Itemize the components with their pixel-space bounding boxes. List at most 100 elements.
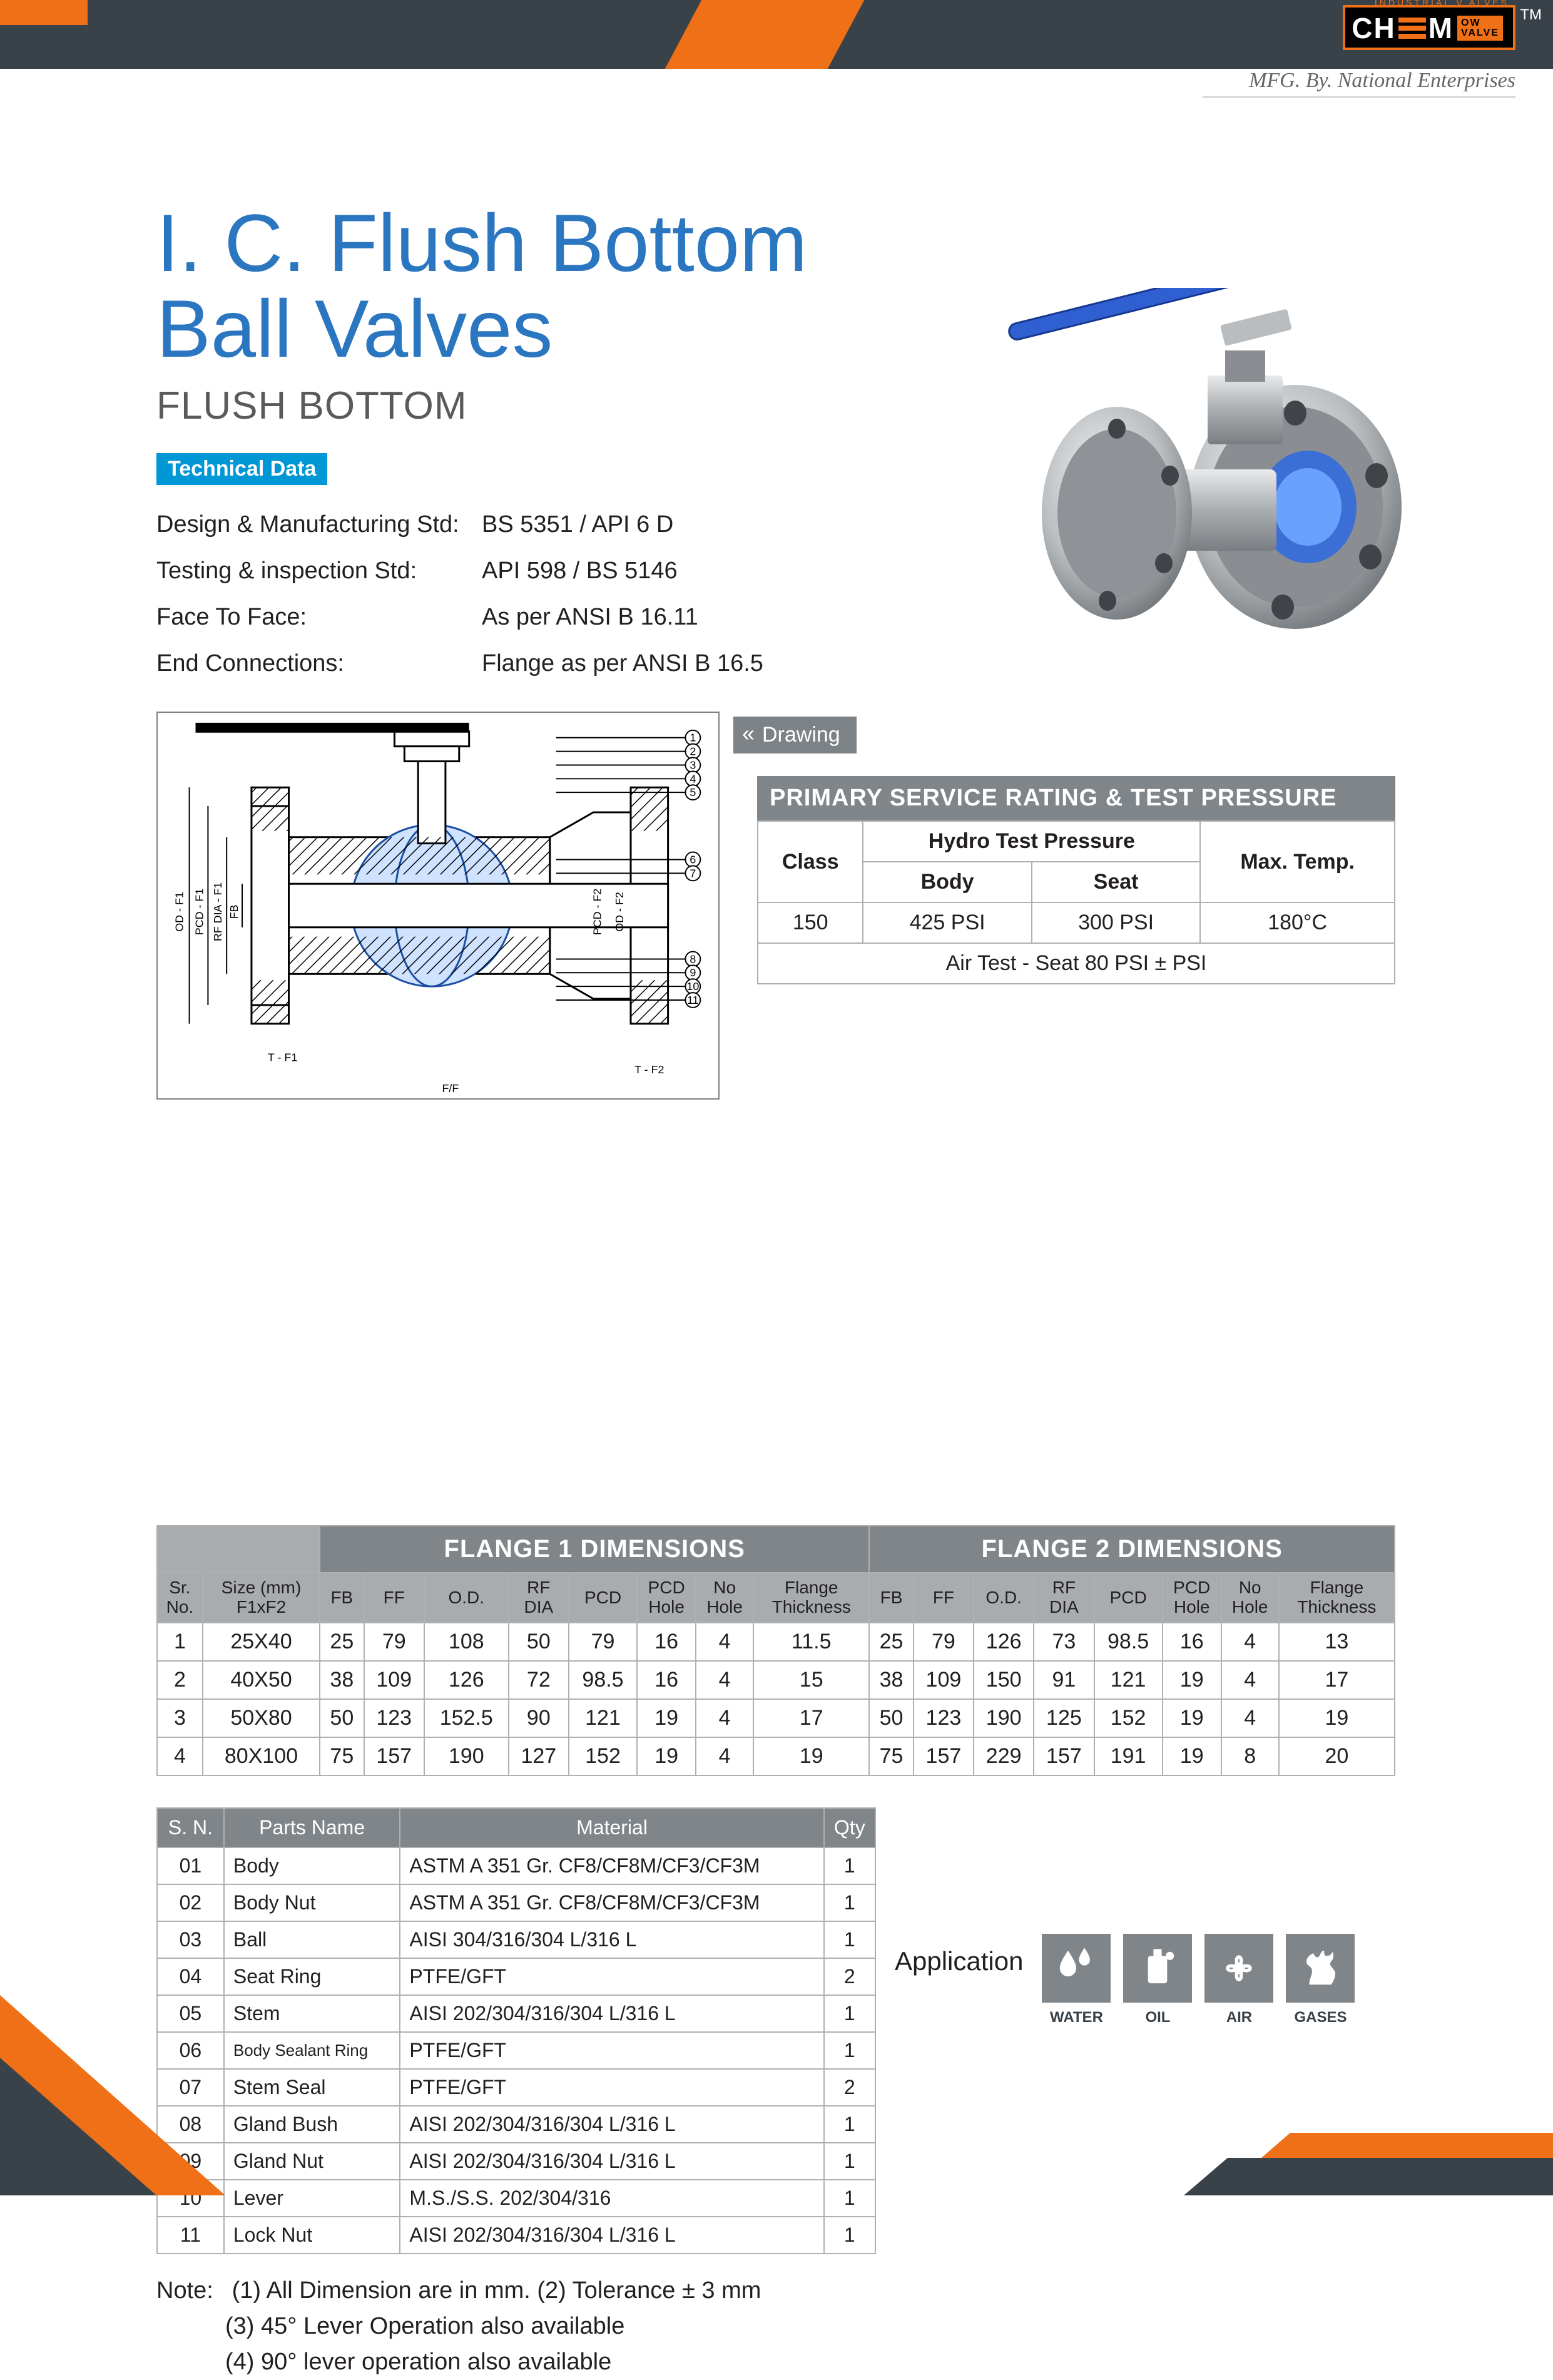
- svg-text:OD - F2: OD - F2: [613, 892, 626, 932]
- svg-text:PCD - F1: PCD - F1: [193, 889, 205, 936]
- notes-label: Note:: [156, 2273, 225, 2309]
- parts-cell: 1: [824, 2032, 875, 2069]
- dims-col: FF: [364, 1573, 424, 1623]
- app-icon-box: [1204, 1934, 1273, 2003]
- dims-cell: 152.5: [424, 1699, 509, 1737]
- footer-stripe-gray: [1228, 2158, 1553, 2195]
- dims-col: FB: [320, 1573, 364, 1623]
- parts-cell: 1: [824, 2180, 875, 2217]
- parts-cell: Body Nut: [224, 1884, 400, 1921]
- dims-cell: 4: [1221, 1623, 1279, 1661]
- parts-cell: 1: [824, 1884, 875, 1921]
- dims-cell: 75: [320, 1737, 364, 1775]
- dims-cell: 125: [1034, 1699, 1094, 1737]
- tech-key: End Connections:: [156, 640, 482, 687]
- dims-col: NoHole: [696, 1573, 753, 1623]
- svg-text:RF DIA - F1: RF DIA - F1: [211, 882, 224, 941]
- water-icon: WATER: [1042, 1934, 1111, 2026]
- notes-line: (4) 90° lever operation also available: [156, 2344, 1395, 2380]
- tech-value: API 598 / BS 5146: [482, 548, 678, 594]
- dims-col: FlangeThickness: [753, 1573, 869, 1623]
- svg-text:3: 3: [690, 759, 696, 772]
- dims-cell: 1: [157, 1623, 203, 1661]
- oil-icon: OIL: [1123, 1934, 1192, 2026]
- dims-col: FlangeThickness: [1279, 1573, 1395, 1623]
- dims-cell: 108: [424, 1623, 509, 1661]
- dims-cell: 123: [364, 1699, 424, 1737]
- svg-text:10: 10: [686, 980, 699, 993]
- dims-cell: 121: [1094, 1661, 1163, 1699]
- dims-cell: 150: [974, 1661, 1034, 1699]
- dims-cell: 4: [1221, 1699, 1279, 1737]
- tech-value: BS 5351 / API 6 D: [482, 501, 673, 548]
- dims-cell: 191: [1094, 1737, 1163, 1775]
- parts-col: Parts Name: [224, 1808, 400, 1847]
- svg-text:F/F: F/F: [442, 1082, 459, 1095]
- brand-mfg-line: MFG. By. National Enterprises: [1203, 69, 1515, 98]
- app-icon-label: WATER: [1042, 2009, 1111, 2026]
- cell-class: 150: [758, 902, 863, 943]
- parts-cell: Body Sealant Ring: [224, 2032, 400, 2069]
- dims-cell: 50X80: [203, 1699, 320, 1737]
- dims-col: O.D.: [974, 1573, 1034, 1623]
- header-accent-slash: [665, 0, 864, 69]
- trademark: TM: [1520, 6, 1542, 24]
- header-bar: INDUSTRIAL V ALVES CH M OW VALVE TM: [0, 0, 1553, 69]
- parts-cell: 1: [824, 1921, 875, 1958]
- cell-body: 425 PSI: [863, 902, 1031, 943]
- dims-cell: 16: [637, 1661, 696, 1699]
- parts-cell: 2: [824, 2069, 875, 2106]
- dims-col: O.D.: [424, 1573, 509, 1623]
- dims-cell: 19: [1163, 1699, 1221, 1737]
- cell-seat: 300 PSI: [1032, 902, 1200, 943]
- parts-col: Qty: [824, 1808, 875, 1847]
- dims-cell: 8: [1221, 1737, 1279, 1775]
- dims-col: NoHole: [1221, 1573, 1279, 1623]
- svg-text:FB: FB: [228, 905, 240, 919]
- col-body: Body: [863, 862, 1031, 902]
- parts-cell: AISI 202/304/316/304 L/316 L: [400, 2143, 823, 2180]
- parts-cell: 04: [157, 1958, 224, 1995]
- dims-col: Size (mm)F1xF2: [203, 1573, 320, 1623]
- parts-cell: ASTM A 351 Gr. CF8/CF8M/CF3/CF3M: [400, 1847, 823, 1884]
- dims-cell: 91: [1034, 1661, 1094, 1699]
- parts-cell: 01: [157, 1847, 224, 1884]
- dims-cell: 16: [1163, 1623, 1221, 1661]
- dims-cell: 127: [509, 1737, 569, 1775]
- service-rating-block: PRIMARY SERVICE RATING & TEST PRESSURE C…: [757, 776, 1395, 984]
- dims-cell: 80X100: [203, 1737, 320, 1775]
- dims-col: RFDIA: [509, 1573, 569, 1623]
- footer-accent-gray: [0, 2058, 156, 2195]
- svg-text:T - F2: T - F2: [634, 1064, 664, 1076]
- logo-bars-icon: [1398, 14, 1426, 42]
- svg-text:OD - F1: OD - F1: [173, 892, 186, 932]
- tech-key: Design & Manufacturing Std:: [156, 501, 482, 548]
- parts-cell: 1: [824, 2143, 875, 2180]
- app-icon-box: [1286, 1934, 1355, 2003]
- parts-table: S. N.Parts NameMaterialQty 01BodyASTM A …: [156, 1807, 876, 2254]
- dims-cell: 50: [869, 1699, 914, 1737]
- brand-logo: CH M OW VALVE: [1343, 5, 1515, 50]
- dims-cell: 15: [753, 1661, 869, 1699]
- air-icon: AIR: [1204, 1934, 1273, 2026]
- dims-cell: 2: [157, 1661, 203, 1699]
- dims-cell: 79: [364, 1623, 424, 1661]
- svg-text:8: 8: [690, 953, 696, 966]
- svg-text:4: 4: [690, 773, 696, 785]
- app-icon-box: [1042, 1934, 1111, 2003]
- header-accent-left: [0, 0, 88, 25]
- parts-cell: 03: [157, 1921, 224, 1958]
- dims-cell: 4: [696, 1623, 753, 1661]
- dims-cell: 79: [914, 1623, 974, 1661]
- parts-cell: AISI 202/304/316/304 L/316 L: [400, 2106, 823, 2143]
- dims-col: PCDHole: [637, 1573, 696, 1623]
- svg-text:7: 7: [690, 867, 696, 880]
- parts-cell: Stem Seal: [224, 2069, 400, 2106]
- dims-cell: 72: [509, 1661, 569, 1699]
- app-icon-label: GASES: [1286, 2009, 1355, 2026]
- parts-cell: 02: [157, 1884, 224, 1921]
- dims-cell: 3: [157, 1699, 203, 1737]
- dims-col: Sr.No.: [157, 1573, 203, 1623]
- service-rating-table: Class Hydro Test Pressure Max. Temp. Bod…: [757, 820, 1395, 984]
- dimensions-table: FLANGE 1 DIMENSIONS FLANGE 2 DIMENSIONS …: [156, 1525, 1395, 1776]
